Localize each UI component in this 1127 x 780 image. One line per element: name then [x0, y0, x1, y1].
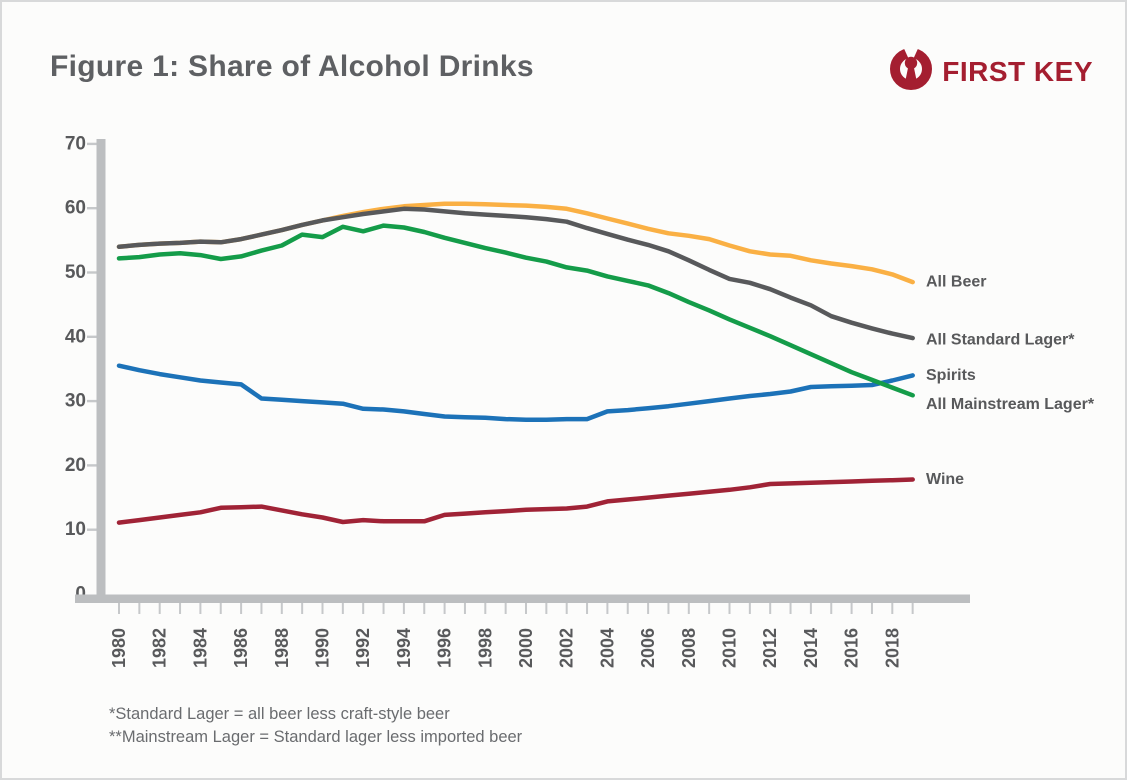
x-axis-tick — [118, 603, 120, 614]
x-axis-tick — [301, 603, 304, 614]
series-label-all-standard-lager: All Standard Lager* — [926, 332, 1075, 349]
x-axis-tick — [219, 603, 222, 614]
x-axis-tick — [586, 603, 589, 614]
x-axis-tick — [463, 603, 466, 614]
x-tick-label: 1988 — [272, 628, 292, 668]
x-axis-tick — [626, 603, 629, 614]
x-tick-label: 2018 — [882, 628, 902, 668]
footnote-standard-lager: *Standard Lager = all beer less craft-st… — [109, 705, 450, 723]
y-tick-label: 50 — [65, 262, 86, 283]
x-axis-tick — [809, 603, 812, 614]
series-label-all-mainstream-lager: All Mainstream Lager* — [926, 396, 1095, 413]
y-axis-tick — [87, 207, 97, 210]
x-axis-tick — [687, 603, 690, 614]
x-axis-tick — [891, 603, 894, 614]
keyhole-icon — [886, 43, 936, 99]
logo-text: FIRST KEY — [942, 55, 1093, 87]
x-tick-label: 2010 — [720, 628, 740, 668]
y-axis-tick — [87, 271, 97, 274]
x-axis-tick — [443, 603, 446, 614]
x-axis-tick — [484, 603, 487, 614]
x-axis-tick — [321, 603, 324, 614]
x-tick-label: 1984 — [190, 628, 210, 668]
x-axis-tick — [748, 603, 751, 614]
x-axis-tick — [870, 603, 873, 614]
y-tick-label: 40 — [65, 326, 86, 347]
x-axis-tick — [850, 603, 853, 614]
firstkey-logo: FIRST KEY — [886, 43, 1093, 99]
y-tick-label: 30 — [65, 391, 86, 412]
series-line-all-standard-lager — [116, 206, 915, 341]
series-label-wine: Wine — [926, 471, 964, 488]
y-tick-label: 20 — [65, 455, 86, 476]
x-axis-tick — [138, 603, 141, 614]
x-axis-tick — [545, 603, 548, 614]
y-axis-line — [96, 139, 106, 603]
x-tick-label: 1990 — [313, 628, 333, 668]
x-axis-tick — [423, 603, 426, 614]
x-axis-tick — [382, 603, 385, 614]
y-tick-label: 70 — [65, 133, 86, 154]
series-line-spirits — [116, 363, 915, 422]
y-axis-tick — [87, 528, 97, 531]
x-tick-label: 2008 — [679, 628, 699, 668]
x-axis-tick — [830, 603, 833, 614]
y-tick-label: 0 — [75, 584, 86, 605]
footnote-mainstream-lager: **Mainstream Lager = Standard lager less… — [109, 727, 523, 746]
series-line-all-mainstream-lager — [116, 223, 915, 398]
x-tick-label: 1992 — [353, 628, 373, 668]
x-axis-tick — [911, 603, 914, 614]
x-axis-tick — [728, 603, 731, 614]
x-axis-tick — [565, 603, 568, 614]
x-tick-label: 2014 — [801, 628, 821, 668]
x-tick-label: 1998 — [475, 628, 495, 668]
y-tick-label: 10 — [65, 519, 86, 540]
x-tick-label: 2002 — [557, 628, 577, 668]
x-axis-tick — [260, 603, 263, 614]
x-axis-tick — [769, 603, 772, 614]
x-axis-tick — [240, 603, 243, 614]
y-tick-label: 60 — [65, 198, 86, 219]
x-axis-tick — [708, 603, 711, 614]
x-axis-tick — [199, 603, 202, 614]
x-axis-tick — [789, 603, 792, 614]
series-line-wine — [116, 477, 915, 525]
x-axis-tick — [525, 603, 527, 614]
y-axis-tick — [87, 399, 97, 403]
x-axis-tick — [504, 603, 507, 614]
x-tick-label: 1986 — [231, 628, 251, 668]
x-tick-label: 2012 — [760, 628, 780, 668]
y-axis-tick — [87, 464, 97, 467]
x-tick-label: 2004 — [597, 628, 617, 668]
page-title: Figure 1: Share of Alcohol Drinks — [50, 50, 534, 83]
x-axis-tick — [179, 603, 182, 614]
x-tick-label: 2016 — [842, 628, 862, 668]
series-label-spirits: Spirits — [926, 367, 976, 384]
x-axis-line — [75, 594, 970, 603]
x-axis-tick — [341, 603, 344, 614]
series-label-all-beer: All Beer — [926, 274, 986, 291]
x-axis-tick — [647, 603, 650, 614]
x-axis-tick — [402, 603, 405, 614]
x-axis-tick — [667, 603, 670, 614]
x-axis-tick — [280, 603, 283, 614]
x-tick-label: 1982 — [150, 628, 170, 668]
x-tick-label: 2006 — [638, 628, 658, 668]
x-axis-tick — [362, 603, 365, 614]
x-axis-tick — [606, 603, 609, 614]
y-axis-tick — [87, 335, 97, 338]
x-tick-label: 1980 — [109, 628, 129, 668]
x-tick-label: 2000 — [516, 628, 536, 668]
chart-footnotes: *Standard Lager = all beer less craft-st… — [109, 703, 522, 748]
x-tick-label: 1996 — [435, 628, 455, 668]
x-axis-tick — [158, 603, 161, 614]
y-axis-tick — [87, 142, 97, 146]
x-tick-label: 1994 — [394, 628, 414, 668]
